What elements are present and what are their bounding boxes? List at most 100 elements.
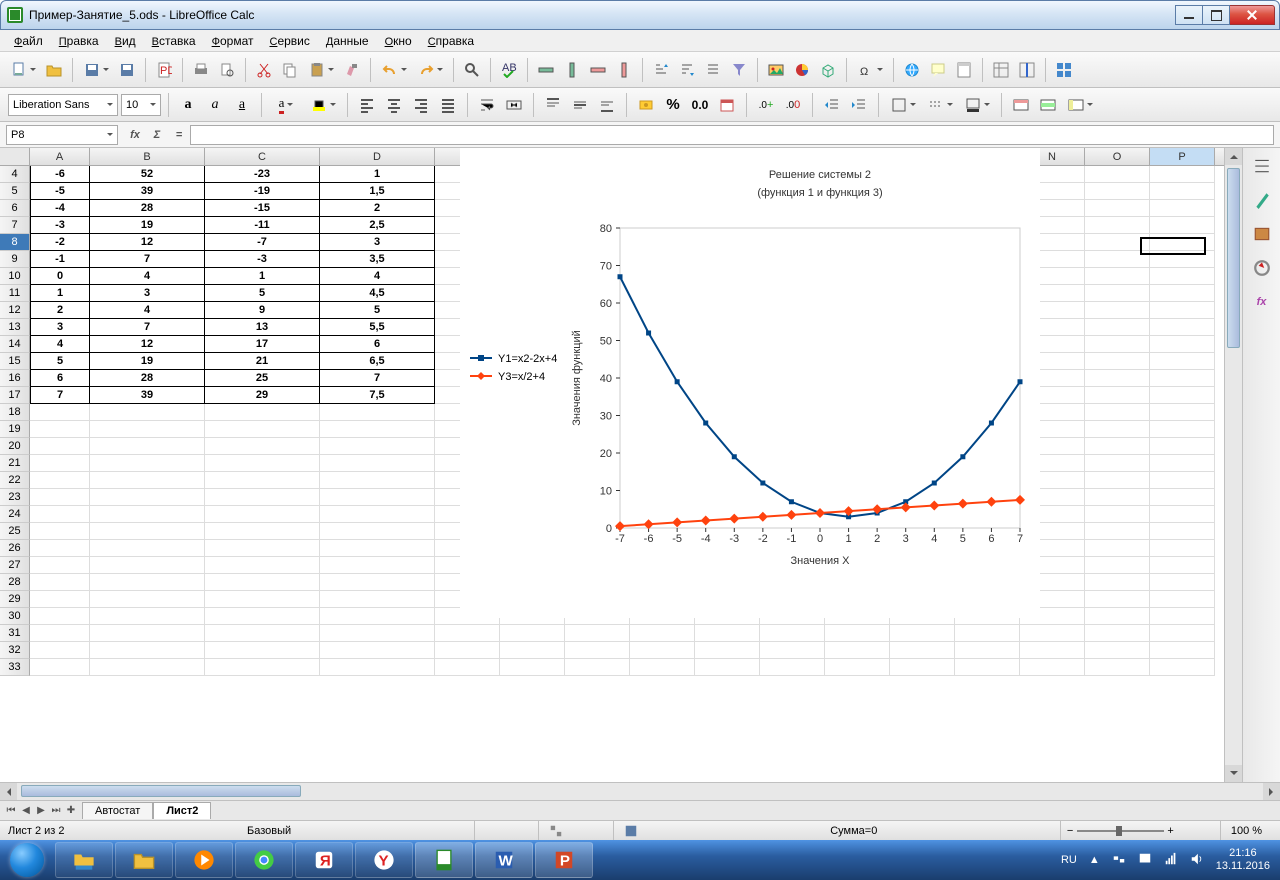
column-header-O[interactable]: O xyxy=(1085,148,1150,165)
cell[interactable] xyxy=(30,421,90,438)
insert-col-button[interactable] xyxy=(560,58,584,82)
hyperlink-button[interactable] xyxy=(900,58,924,82)
row-header-8[interactable]: 8 xyxy=(0,234,30,251)
font-color-button[interactable]: a xyxy=(269,93,303,117)
taskbar-media-icon[interactable] xyxy=(175,842,233,878)
spellcheck-button[interactable]: ABC xyxy=(497,58,521,82)
cell[interactable]: 7 xyxy=(90,251,205,268)
cell[interactable] xyxy=(1150,659,1215,676)
menu-сервис[interactable]: Сервис xyxy=(262,32,318,50)
cell[interactable] xyxy=(320,591,435,608)
print-preview-button[interactable] xyxy=(215,58,239,82)
taskbar-yandex2-icon[interactable]: Y xyxy=(355,842,413,878)
redo-button[interactable] xyxy=(413,58,447,82)
cell[interactable] xyxy=(435,642,500,659)
cell[interactable]: 7 xyxy=(90,319,205,336)
column-header-P[interactable]: P xyxy=(1150,148,1215,165)
cell[interactable] xyxy=(1085,166,1150,183)
cell[interactable] xyxy=(565,659,630,676)
cell[interactable] xyxy=(1085,506,1150,523)
cell[interactable] xyxy=(1150,608,1215,625)
cell[interactable]: 6 xyxy=(30,370,90,387)
cell[interactable] xyxy=(1085,353,1150,370)
format-paintbrush-button[interactable] xyxy=(340,58,364,82)
currency-button[interactable] xyxy=(634,93,658,117)
cell[interactable] xyxy=(205,404,320,421)
cell[interactable] xyxy=(90,625,205,642)
cell[interactable] xyxy=(1085,659,1150,676)
cell[interactable] xyxy=(1085,251,1150,268)
update-icon[interactable] xyxy=(1258,33,1274,49)
cell[interactable] xyxy=(1020,625,1085,642)
sidebar-styles-icon[interactable] xyxy=(1250,188,1274,212)
row-header-11[interactable]: 11 xyxy=(0,285,30,302)
add-decimal-button[interactable]: .0+ xyxy=(754,93,778,117)
taskbar-explorer-icon[interactable] xyxy=(55,842,113,878)
tray-signal-icon[interactable] xyxy=(1164,852,1178,869)
menu-правка[interactable]: Правка xyxy=(51,32,107,50)
autoformat-button[interactable] xyxy=(1009,93,1033,117)
cell[interactable] xyxy=(30,608,90,625)
row-header-22[interactable]: 22 xyxy=(0,472,30,489)
insert-image-button[interactable] xyxy=(764,58,788,82)
cell[interactable]: 6,5 xyxy=(320,353,435,370)
row-header-20[interactable]: 20 xyxy=(0,438,30,455)
row-header-23[interactable]: 23 xyxy=(0,489,30,506)
cell[interactable] xyxy=(320,404,435,421)
cell[interactable] xyxy=(90,591,205,608)
zoom-slider[interactable]: − + xyxy=(1060,821,1180,840)
cell[interactable] xyxy=(1085,387,1150,404)
sheet-tab-Лист2[interactable]: Лист2 xyxy=(153,802,211,819)
cell[interactable]: 13 xyxy=(205,319,320,336)
cell[interactable] xyxy=(1150,319,1215,336)
row-header-9[interactable]: 9 xyxy=(0,251,30,268)
cell[interactable]: 7 xyxy=(320,370,435,387)
cell[interactable] xyxy=(1085,421,1150,438)
cell[interactable]: 28 xyxy=(90,200,205,217)
taskbar-word-icon[interactable]: W xyxy=(475,842,533,878)
tray-action-icon[interactable] xyxy=(1138,852,1152,869)
cell[interactable] xyxy=(30,659,90,676)
cond-format-button[interactable] xyxy=(1036,93,1060,117)
tab-prev-button[interactable]: ◀ xyxy=(19,804,33,818)
cell[interactable]: 9 xyxy=(205,302,320,319)
cell[interactable] xyxy=(30,540,90,557)
cell[interactable] xyxy=(205,608,320,625)
cell[interactable] xyxy=(320,523,435,540)
cell[interactable]: 0 xyxy=(30,268,90,285)
cell[interactable] xyxy=(205,523,320,540)
cell[interactable] xyxy=(205,659,320,676)
sidebar-functions-icon[interactable]: fx xyxy=(1250,290,1274,314)
special-char-button[interactable]: Ω xyxy=(853,58,887,82)
taskbar-folder-icon[interactable] xyxy=(115,842,173,878)
cell[interactable]: 21 xyxy=(205,353,320,370)
cell[interactable] xyxy=(205,438,320,455)
cell[interactable] xyxy=(1150,183,1215,200)
cell[interactable] xyxy=(1085,625,1150,642)
cell[interactable] xyxy=(90,574,205,591)
cell[interactable] xyxy=(90,438,205,455)
cell[interactable] xyxy=(1085,608,1150,625)
copy-button[interactable] xyxy=(278,58,302,82)
cell[interactable] xyxy=(205,506,320,523)
percent-button[interactable]: % xyxy=(661,93,685,117)
cell[interactable] xyxy=(890,642,955,659)
cell[interactable]: 2,5 xyxy=(320,217,435,234)
cell[interactable] xyxy=(1085,183,1150,200)
window-minimize-button[interactable] xyxy=(1175,5,1203,25)
cell[interactable] xyxy=(1150,625,1215,642)
cell[interactable] xyxy=(90,472,205,489)
underline-button[interactable]: a xyxy=(230,93,254,117)
embedded-chart[interactable]: Решение системы 101020304050607080-7-6-5… xyxy=(460,148,1040,618)
cell[interactable] xyxy=(1085,472,1150,489)
cell[interactable]: 3,5 xyxy=(320,251,435,268)
row-header-33[interactable]: 33 xyxy=(0,659,30,676)
cell[interactable] xyxy=(30,591,90,608)
row-header-29[interactable]: 29 xyxy=(0,591,30,608)
cell[interactable] xyxy=(205,540,320,557)
cell[interactable] xyxy=(30,642,90,659)
cell[interactable] xyxy=(1150,574,1215,591)
freeze-button[interactable] xyxy=(989,58,1013,82)
decrease-indent-button[interactable] xyxy=(820,93,844,117)
cell[interactable] xyxy=(435,625,500,642)
